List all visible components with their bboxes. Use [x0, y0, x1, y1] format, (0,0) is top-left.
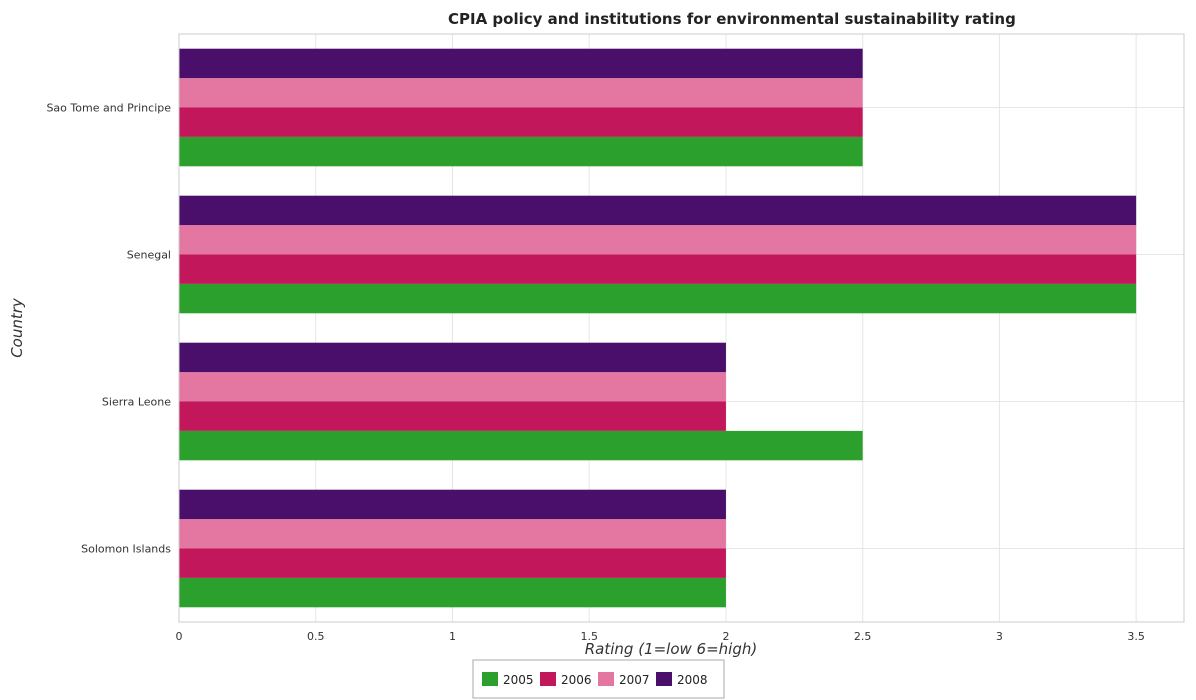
- x-axis-title: Rating (1=low 6=high): [585, 640, 757, 658]
- x-tick-label: 2.5: [854, 630, 872, 643]
- x-tick-label: 1.5: [580, 630, 598, 643]
- bar: [179, 519, 726, 549]
- bars: [179, 48, 1137, 608]
- bar: [179, 489, 726, 520]
- legend-label: 2005: [503, 673, 534, 687]
- x-tick-label: 2: [722, 630, 729, 643]
- legend-swatch: [598, 672, 614, 686]
- y-ticks: Sao Tome and Principe Senegal Sierra Leone…: [46, 102, 171, 556]
- legend-swatch: [482, 672, 498, 686]
- y-tick-label: Sierra Leone: [102, 396, 171, 409]
- x-tick-label: 3.5: [1127, 630, 1145, 643]
- legend-label: 2006: [561, 673, 592, 687]
- bar: [179, 107, 863, 137]
- legend-swatch: [540, 672, 556, 686]
- y-tick-label: Senegal: [127, 249, 171, 262]
- bar: [179, 136, 863, 167]
- plot-frame: [178, 33, 1185, 623]
- bar: [179, 48, 863, 79]
- bar: [179, 401, 726, 431]
- bar: [179, 195, 1137, 226]
- bar: [179, 283, 1137, 314]
- x-tick-label: 0: [176, 630, 183, 643]
- legend: 2005 2006 2007 2008: [472, 659, 725, 699]
- x-ticks: 0 0.5 1 1.5 2 2.5 3 3.5: [176, 630, 1145, 643]
- x-tick-label: 0.5: [307, 630, 325, 643]
- y-tick-label: Sao Tome and Principe: [46, 102, 171, 115]
- bar: [179, 430, 863, 461]
- bar: [179, 548, 726, 578]
- chart-title: CPIA policy and institutions for environ…: [448, 10, 1016, 28]
- bar: [179, 372, 726, 402]
- bar: [179, 254, 1137, 284]
- legend-label: 2008: [677, 673, 708, 687]
- bar: [179, 577, 726, 608]
- y-axis-title: Country: [8, 297, 26, 358]
- x-tick-label: 1: [449, 630, 456, 643]
- bar: [179, 78, 863, 108]
- x-tick-label: 3: [996, 630, 1003, 643]
- bar: [179, 342, 726, 373]
- y-tick-label: Solomon Islands: [81, 543, 171, 556]
- bar: [179, 225, 1137, 255]
- legend-label: 2007: [619, 673, 650, 687]
- legend-swatch: [656, 672, 672, 686]
